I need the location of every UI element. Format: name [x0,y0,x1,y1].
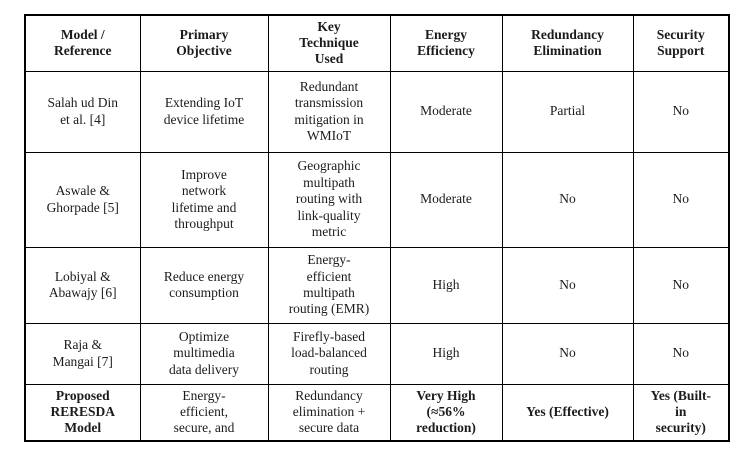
table-cell-objective: Optimize multimedia data delivery [139,322,269,385]
table-row: Salah ud Din et al. [4] Extending IoT de… [24,70,730,153]
table-cell-energy: High [389,246,503,324]
header-cell-redundancy-elimination: Redundancy Elimination [501,14,634,72]
table-cell-model: Salah ud Din et al. [4] [24,70,141,153]
table-cell-security: No [632,322,730,385]
table-cell-energy: Moderate [389,151,503,248]
table-cell-redundancy: Yes (Effective) [501,383,634,442]
table-cell-energy: High [389,322,503,385]
header-cell-key-technique: Key Technique Used [267,14,391,72]
table-cell-model: Raja & Mangai [7] [24,322,141,385]
header-cell-security-support: Security Support [632,14,730,72]
table-cell-redundancy: No [501,246,634,324]
table-cell-redundancy: No [501,322,634,385]
table-cell-technique: Redundancy elimination + secure data [267,383,391,442]
table-cell-model: Lobiyal & Abawajy [6] [24,246,141,324]
table-cell-technique: Firefly-based load-balanced routing [267,322,391,385]
table-row: Aswale & Ghorpade [5] Improve network li… [24,151,730,248]
table-cell-energy: Very High (≈56% reduction) [389,383,503,442]
table-cell-objective: Reduce energy consumption [139,246,269,324]
table-cell-security: Yes (Built- in security) [632,383,730,442]
table-cell-technique: Geographic multipath routing with link-q… [267,151,391,248]
table-cell-security: No [632,246,730,324]
table-cell-objective: Energy- efficient, secure, and [139,383,269,442]
table-cell-model: Proposed RERESDA Model [24,383,141,442]
table-cell-technique: Energy- efficient multipath routing (EMR… [267,246,391,324]
table-cell-technique: Redundant transmission mitigation in WMI… [267,70,391,153]
table-header-row: Model / Reference Primary Objective Key … [24,14,730,72]
table-cell-redundancy: Partial [501,70,634,153]
table-cell-objective: Extending IoT device lifetime [139,70,269,153]
table-cell-redundancy: No [501,151,634,248]
table-row-proposed-model: Proposed RERESDA Model Energy- efficient… [24,383,730,442]
header-cell-primary-objective: Primary Objective [139,14,269,72]
table-row: Lobiyal & Abawajy [6] Reduce energy cons… [24,246,730,324]
table-cell-objective: Improve network lifetime and throughput [139,151,269,248]
table-cell-security: No [632,70,730,153]
header-cell-energy-efficiency: Energy Efficiency [389,14,503,72]
table-cell-model: Aswale & Ghorpade [5] [24,151,141,248]
table-row: Raja & Mangai [7] Optimize multimedia da… [24,322,730,385]
table-cell-security: No [632,151,730,248]
header-cell-model-reference: Model / Reference [24,14,141,72]
comparison-table: Model / Reference Primary Objective Key … [24,14,730,442]
table-cell-energy: Moderate [389,70,503,153]
